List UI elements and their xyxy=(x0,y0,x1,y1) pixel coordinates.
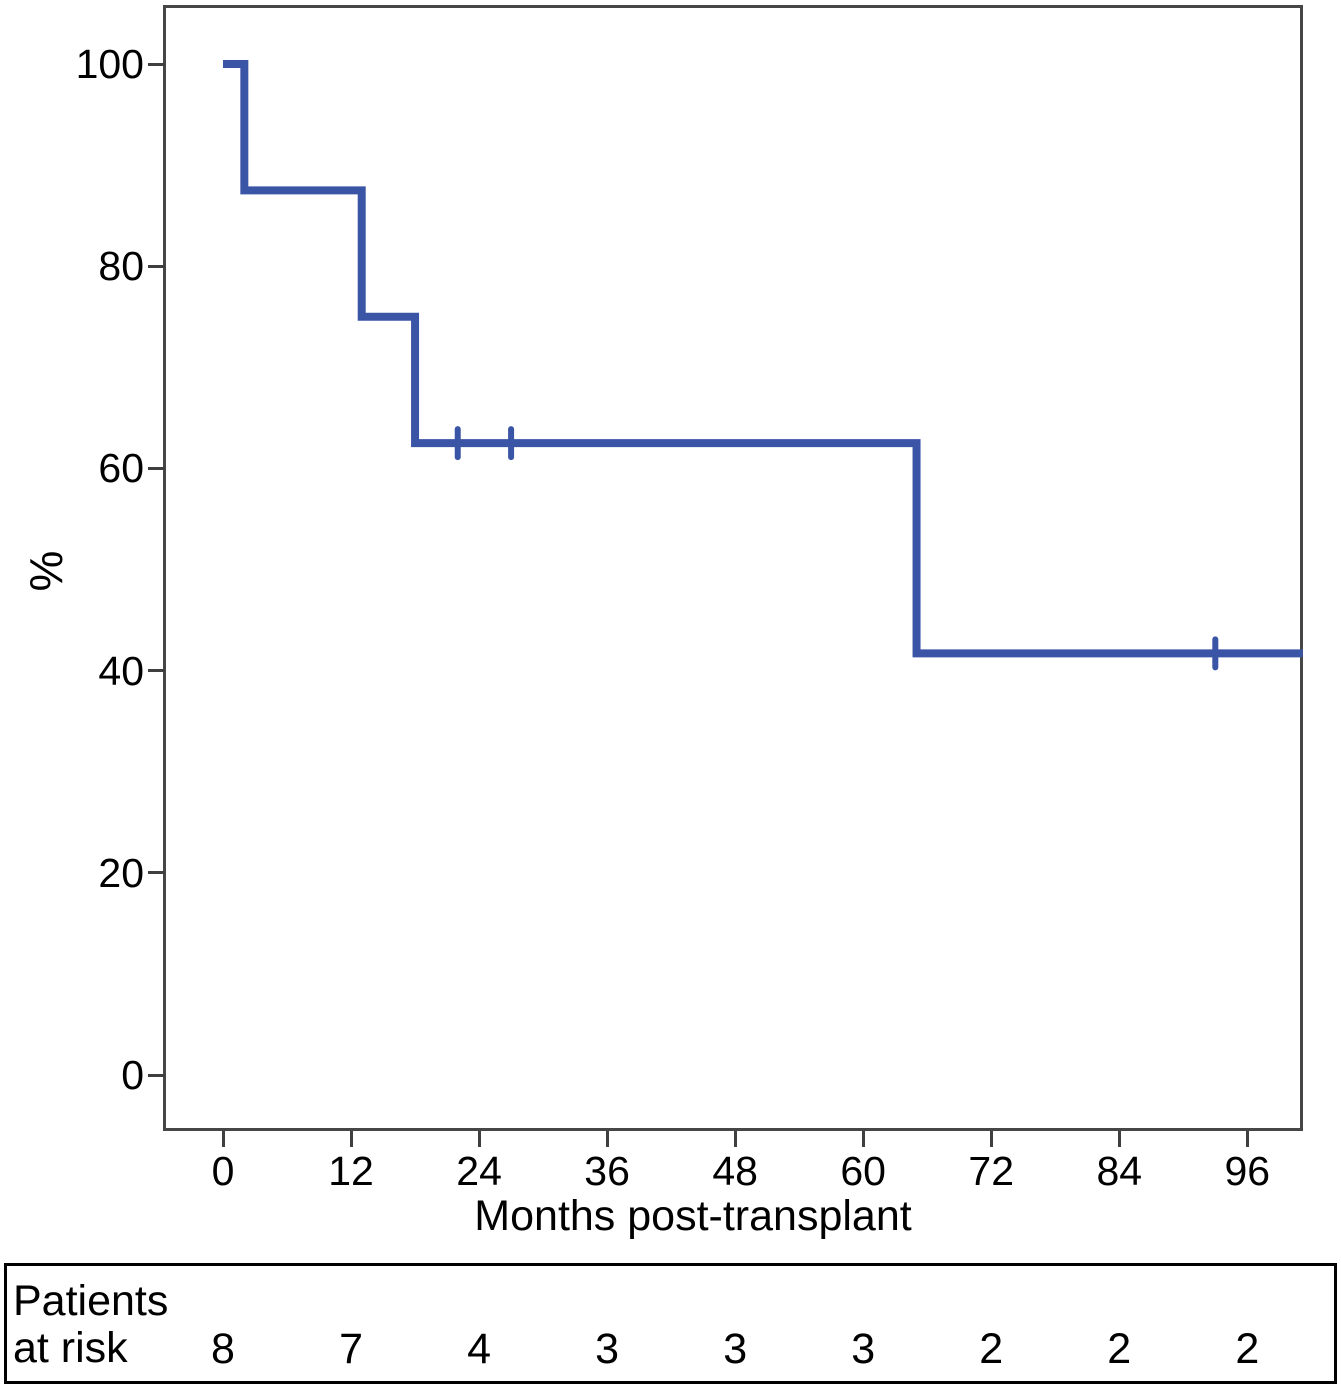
x-tick-mark xyxy=(349,1131,353,1147)
y-tick-label: 20 xyxy=(98,849,144,896)
risk-count: 2 xyxy=(979,1325,1004,1373)
risk-count: 4 xyxy=(467,1325,492,1373)
y-tick-label: 0 xyxy=(121,1052,144,1098)
x-axis-label: Months post-transplant xyxy=(474,1192,912,1240)
risk-count: 3 xyxy=(595,1325,620,1373)
x-tick-label: 12 xyxy=(328,1148,374,1194)
x-tick-label: 0 xyxy=(211,1148,235,1194)
risk-count: 7 xyxy=(339,1325,363,1373)
risk-count: 2 xyxy=(1107,1325,1132,1373)
patients-at-risk-table xyxy=(4,1263,1337,1384)
x-tick-mark xyxy=(1245,1131,1249,1147)
x-tick-label: 24 xyxy=(456,1148,502,1194)
x-tick-mark xyxy=(477,1131,481,1147)
risk-count: 3 xyxy=(723,1325,748,1373)
y-tick-mark xyxy=(148,466,165,470)
x-tick-label: 96 xyxy=(1224,1148,1271,1194)
y-tick-mark xyxy=(148,1073,165,1077)
x-tick-mark xyxy=(221,1131,225,1147)
x-tick-label: 48 xyxy=(712,1148,758,1194)
x-tick-mark xyxy=(1117,1131,1121,1147)
plot-area xyxy=(163,5,1303,1131)
y-tick-label: 40 xyxy=(98,647,144,694)
y-axis-label: % xyxy=(20,550,72,592)
risk-count: 3 xyxy=(851,1325,876,1373)
y-tick-label: 100 xyxy=(75,41,144,87)
risk-table-label-line2: at risk xyxy=(13,1324,128,1372)
y-tick-mark xyxy=(148,871,165,875)
risk-count: 8 xyxy=(211,1325,235,1373)
x-tick-mark xyxy=(861,1131,865,1147)
y-tick-mark xyxy=(148,264,165,268)
x-tick-label: 84 xyxy=(1096,1148,1143,1194)
risk-table-label-line1: Patients xyxy=(13,1277,169,1325)
x-tick-label: 36 xyxy=(584,1148,630,1194)
y-tick-label: 80 xyxy=(98,243,144,290)
x-tick-label: 60 xyxy=(840,1148,886,1194)
y-tick-mark xyxy=(148,62,165,66)
y-tick-label: 60 xyxy=(98,445,144,492)
x-tick-mark xyxy=(733,1131,737,1147)
x-tick-mark xyxy=(989,1131,993,1147)
risk-count: 2 xyxy=(1235,1325,1260,1373)
y-tick-mark xyxy=(148,669,165,673)
x-tick-label: 72 xyxy=(968,1148,1015,1194)
x-tick-mark xyxy=(605,1131,609,1147)
